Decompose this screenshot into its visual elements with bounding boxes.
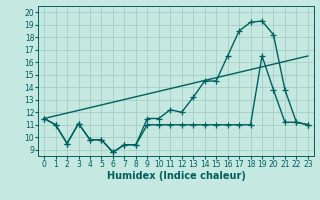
X-axis label: Humidex (Indice chaleur): Humidex (Indice chaleur) (107, 171, 245, 181)
